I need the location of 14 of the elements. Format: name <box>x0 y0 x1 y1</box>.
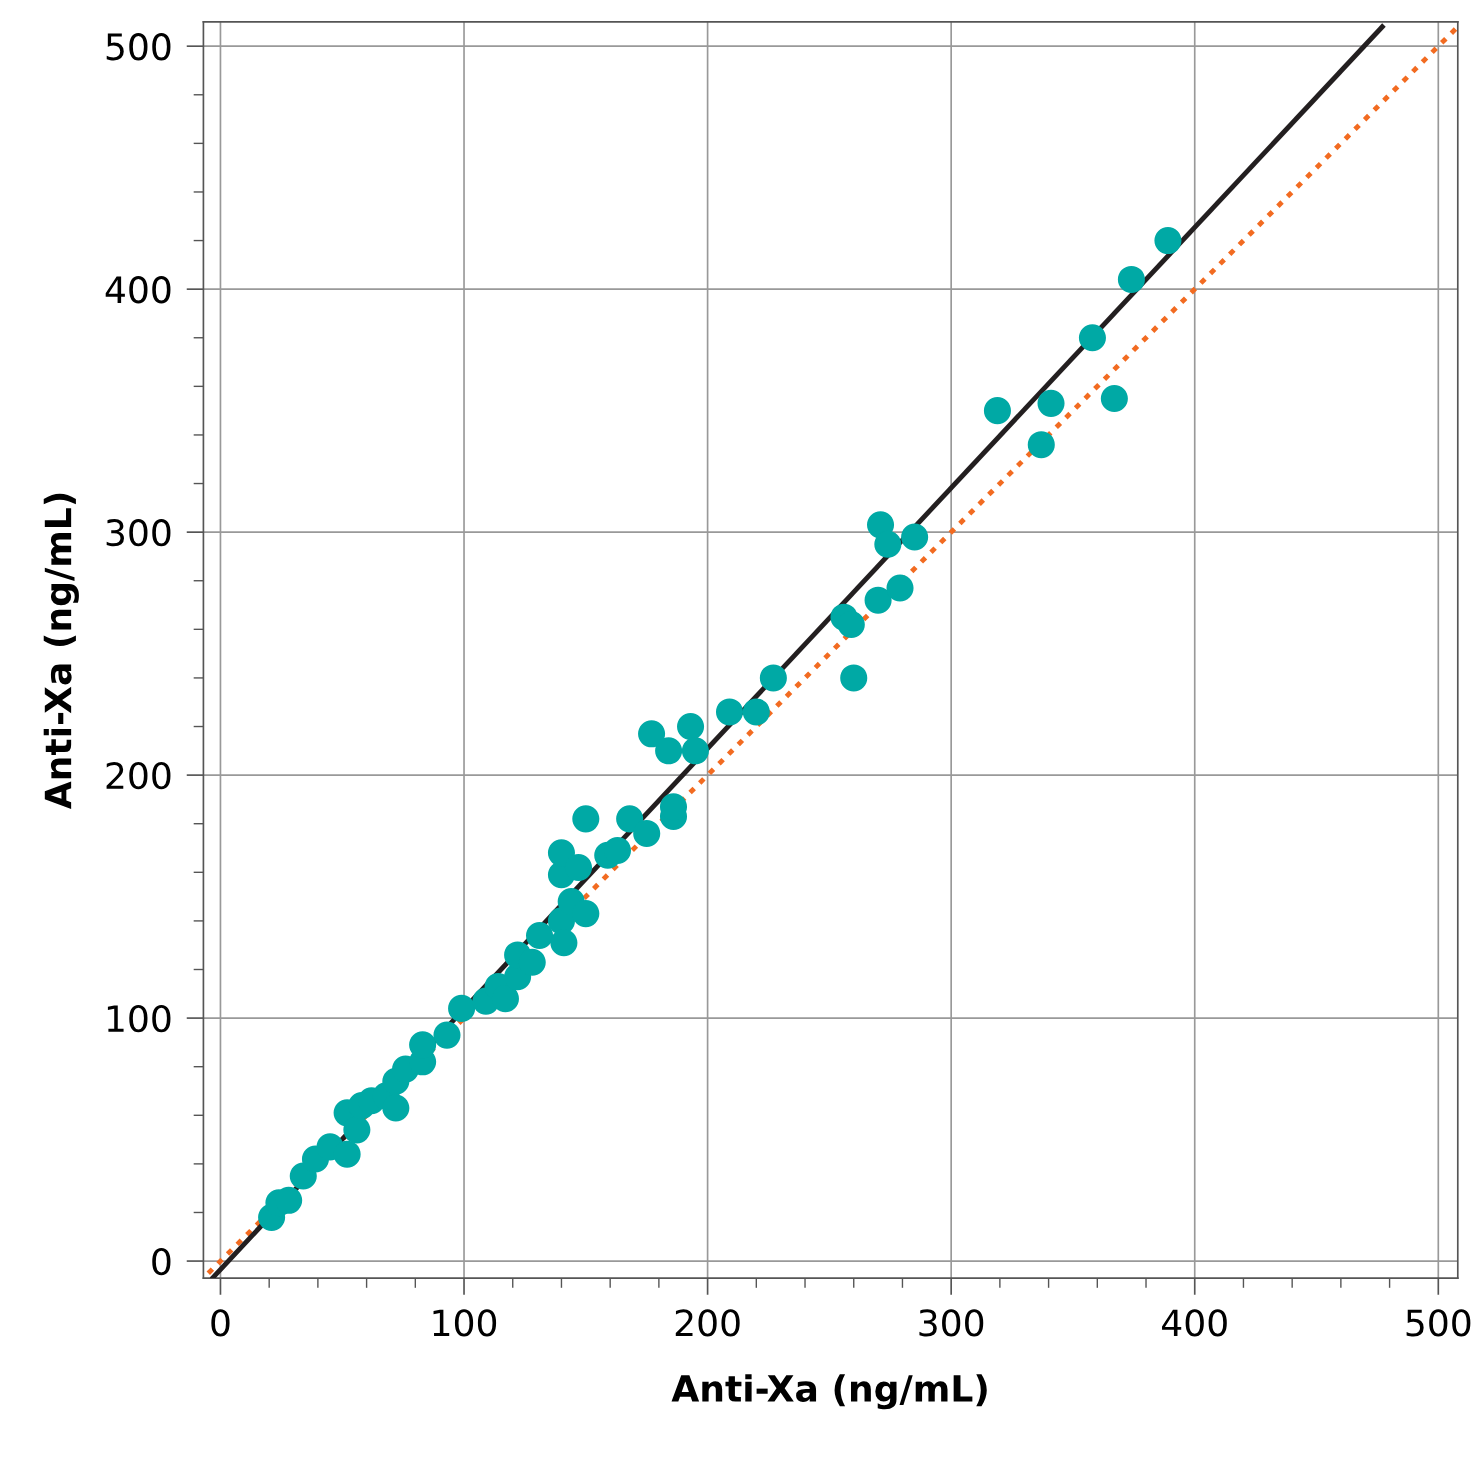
y-tick-label: 0 <box>152 1247 171 1276</box>
y-tick-label: 400 <box>105 276 171 304</box>
x-tick-label: 100 <box>433 1309 497 1337</box>
x-tick-label: 200 <box>675 1309 740 1337</box>
y-tick-label: 300 <box>106 519 171 547</box>
x-tick-label: 500 <box>1406 1309 1471 1337</box>
x-tick-label: 300 <box>919 1309 984 1337</box>
x-axis-title: Anti-Xa (ng/mL) <box>671 1374 987 1410</box>
y-axis-title: Anti-Xa (ng/mL) <box>43 493 79 810</box>
y-tick-label: 100 <box>107 1005 171 1033</box>
y-tick-label: 500 <box>106 33 171 61</box>
y-tick-label: 200 <box>106 762 171 790</box>
x-tick-label: 400 <box>1162 1309 1227 1337</box>
x-tick-label: 0 <box>211 1309 230 1337</box>
